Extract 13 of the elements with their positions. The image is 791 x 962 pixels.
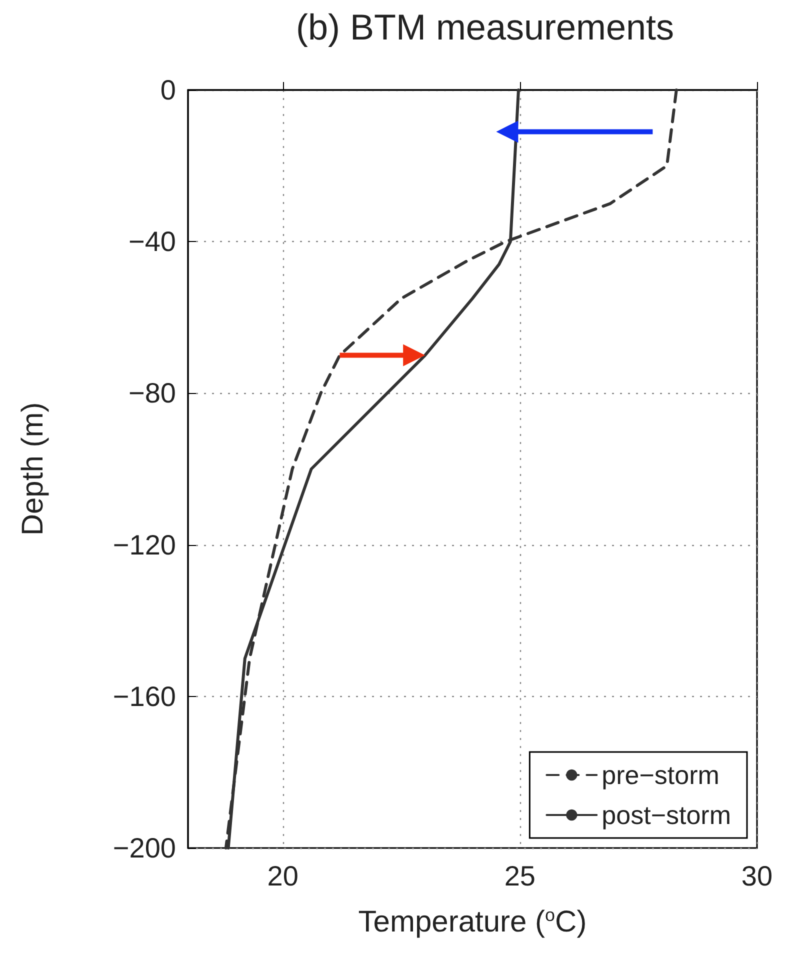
y-tick-label: −80 [128, 378, 176, 409]
y-tick-label: −200 [112, 832, 176, 864]
chart-title: (b) BTM measurements [296, 6, 674, 48]
y-axis-title: Depth (m) [16, 402, 50, 536]
legend-label: pre−storm [602, 760, 720, 790]
y-tick-label: −120 [112, 529, 176, 560]
y-tick-label: −40 [128, 226, 176, 258]
x-tick-label: 25 [504, 860, 536, 892]
y-tick-label: 0 [160, 74, 176, 106]
x-tick-label: 30 [741, 860, 773, 892]
x-tick-label: 20 [267, 860, 298, 892]
y-tick-label: −160 [112, 680, 176, 712]
legend-label: post−storm [602, 800, 731, 830]
